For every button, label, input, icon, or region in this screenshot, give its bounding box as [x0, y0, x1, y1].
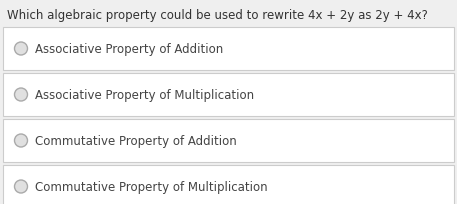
- Circle shape: [15, 89, 27, 102]
- FancyBboxPatch shape: [3, 28, 454, 71]
- Circle shape: [15, 134, 27, 147]
- Text: Which algebraic property could be used to rewrite 4x + 2y as 2y + 4x?: Which algebraic property could be used t…: [7, 8, 428, 21]
- Text: Commutative Property of Multiplication: Commutative Property of Multiplication: [35, 180, 268, 193]
- Text: Associative Property of Multiplication: Associative Property of Multiplication: [35, 89, 254, 102]
- Text: Commutative Property of Addition: Commutative Property of Addition: [35, 134, 237, 147]
- FancyBboxPatch shape: [3, 119, 454, 162]
- Circle shape: [15, 180, 27, 193]
- FancyBboxPatch shape: [3, 165, 454, 204]
- Circle shape: [15, 43, 27, 56]
- FancyBboxPatch shape: [3, 74, 454, 116]
- Text: Associative Property of Addition: Associative Property of Addition: [35, 43, 223, 56]
